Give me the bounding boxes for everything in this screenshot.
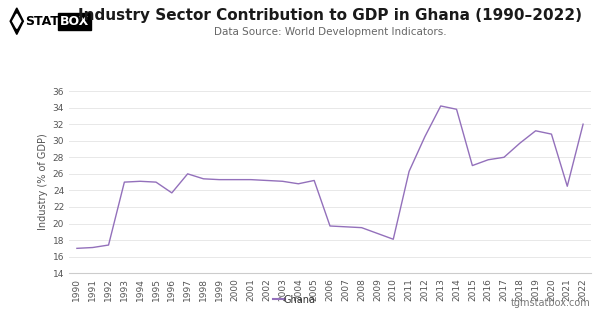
Y-axis label: Industry (% of GDP): Industry (% of GDP) bbox=[38, 134, 49, 230]
Text: Ghana: Ghana bbox=[284, 295, 316, 305]
Polygon shape bbox=[10, 8, 23, 35]
Text: Data Source: World Development Indicators.: Data Source: World Development Indicator… bbox=[214, 27, 446, 37]
Polygon shape bbox=[13, 14, 21, 28]
Text: Industry Sector Contribution to GDP in Ghana (1990–2022): Industry Sector Contribution to GDP in G… bbox=[78, 8, 582, 23]
Text: STAT: STAT bbox=[25, 15, 59, 28]
Text: tgmstatbox.com: tgmstatbox.com bbox=[511, 298, 591, 308]
Text: BOX: BOX bbox=[59, 15, 89, 28]
